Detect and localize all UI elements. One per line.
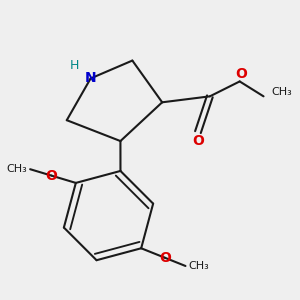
Text: N: N xyxy=(85,71,96,85)
Text: CH₃: CH₃ xyxy=(6,164,27,174)
Text: O: O xyxy=(192,134,204,148)
Text: CH₃: CH₃ xyxy=(188,261,209,271)
Text: O: O xyxy=(159,251,171,265)
Text: CH₃: CH₃ xyxy=(271,87,292,97)
Text: O: O xyxy=(235,67,247,81)
Text: H: H xyxy=(70,58,79,71)
Text: O: O xyxy=(46,169,58,183)
